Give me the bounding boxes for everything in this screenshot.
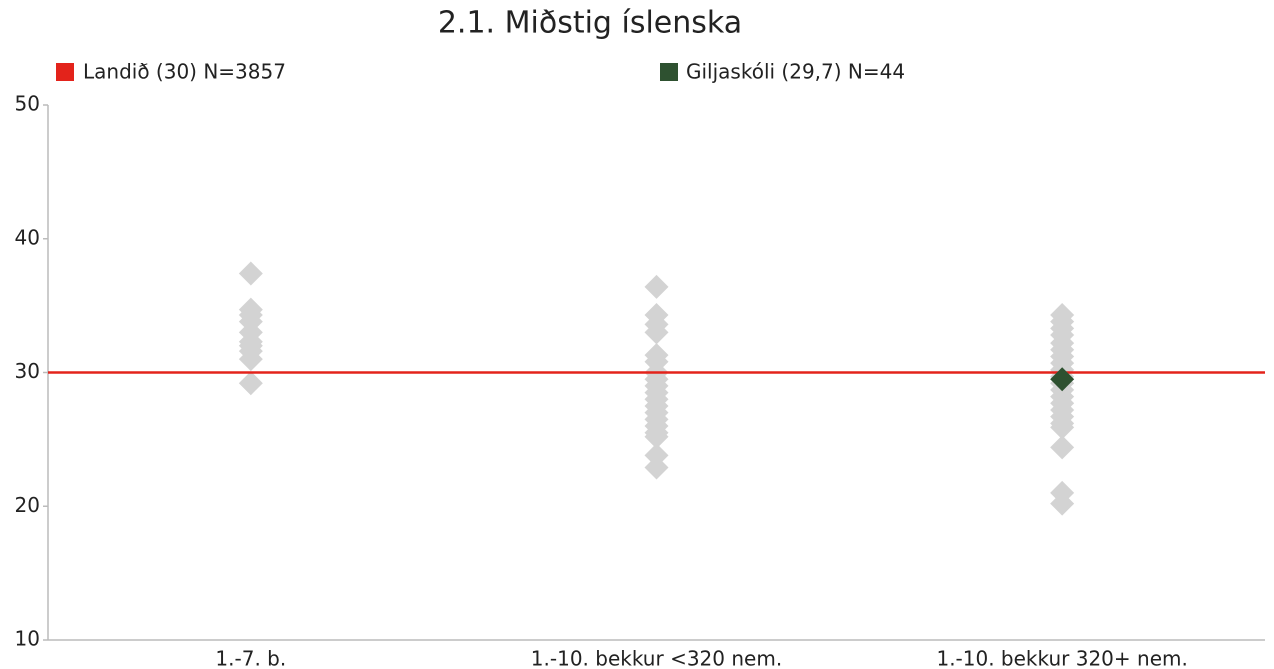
legend-swatch — [56, 63, 74, 81]
legend-label: Landið (30) N=3857 — [83, 60, 286, 84]
point — [644, 274, 669, 299]
point — [238, 261, 263, 286]
point — [1050, 415, 1075, 440]
point — [644, 443, 669, 468]
point — [644, 320, 669, 345]
highlight-point — [1050, 367, 1075, 392]
y-tick-label: 40 — [15, 225, 40, 249]
point — [238, 347, 263, 372]
y-tick-label: 20 — [15, 493, 40, 517]
chart-title: 2.1. Miðstig íslenska — [438, 6, 742, 41]
point — [644, 424, 669, 449]
y-tick-label: 30 — [15, 359, 40, 383]
y-tick-label: 10 — [15, 627, 40, 651]
point — [1050, 491, 1075, 516]
point — [1050, 435, 1075, 460]
x-tick-label: 1.-10. bekkur 320+ nem. — [936, 647, 1187, 669]
x-tick-label: 1.-10. bekkur <320 nem. — [531, 647, 782, 669]
y-tick-label: 50 — [15, 92, 40, 116]
legend-label: Giljaskóli (29,7) N=44 — [686, 60, 905, 84]
legend-swatch — [660, 63, 678, 81]
point — [238, 371, 263, 396]
point — [644, 455, 669, 480]
x-tick-label: 1.-7. b. — [215, 647, 286, 669]
